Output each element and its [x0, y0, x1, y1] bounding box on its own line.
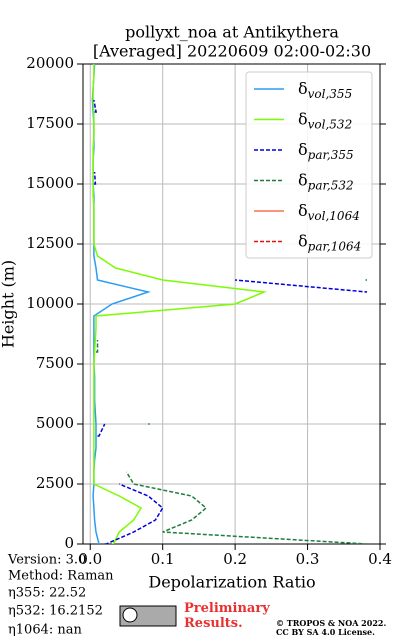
plot-frame	[82, 63, 381, 545]
chart-subtitle: [Averaged] 20220609 02:00-02:30	[93, 42, 371, 61]
legend-subscript: vol,355	[308, 87, 353, 101]
legend-label: δvol,1064	[298, 201, 360, 223]
y-tick-label: 0	[64, 534, 74, 552]
y-tick-label: 7500	[36, 354, 74, 372]
series-line	[92, 64, 268, 544]
x-tick-label: 0.2	[223, 550, 247, 568]
preliminary-text: Preliminary Results.	[184, 601, 270, 631]
legend-symbol: δ	[298, 170, 308, 189]
x-tick-label: 0.3	[296, 550, 320, 568]
legend-symbol: δ	[298, 109, 308, 128]
legend-subscript: par,1064	[308, 239, 362, 253]
legend-subscript: par,532	[308, 178, 354, 192]
legend-symbol: δ	[298, 140, 308, 159]
x-tick-label: 0.0	[78, 550, 102, 568]
y-tick-label: 10000	[26, 294, 74, 312]
y-tick-label: 12500	[26, 234, 74, 252]
legend-subscript: vol,1064	[308, 209, 360, 223]
footer-copyright: © TROPOS & NOA 2022.	[276, 618, 386, 628]
footer-eta532: η532: 16.2152	[8, 604, 103, 619]
x-tick-label: 0.1	[151, 550, 175, 568]
y-tick-label: 2500	[36, 474, 74, 492]
preliminary-box: Preliminary Results.	[184, 601, 270, 631]
footer-method: Method: Raman	[8, 569, 114, 584]
legend-subscript: par,355	[308, 148, 354, 162]
cc-logo-circle	[122, 607, 138, 623]
y-tick-label: 5000	[36, 414, 74, 432]
x-axis-label: Depolarization Ratio	[148, 573, 315, 592]
y-axis-label: Height (m)	[0, 260, 18, 348]
chart-title: pollyxt_noa at Antikythera	[125, 23, 339, 42]
footer-license: CC BY SA 4.0 License.	[276, 627, 375, 637]
footer-version: Version: 3.0	[7, 553, 86, 568]
legend-symbol: δ	[298, 231, 308, 250]
y-tick-label: 15000	[26, 174, 74, 192]
legend-symbol: δ	[298, 201, 308, 220]
y-tick-label: 20000	[26, 54, 74, 72]
legend-subscript: vol,532	[308, 117, 353, 131]
series-line	[93, 99, 368, 544]
series-line	[96, 279, 368, 544]
legend-label: δvol,355	[298, 79, 352, 101]
legend-label: δvol,532	[298, 109, 352, 131]
legend-label: δpar,355	[298, 140, 354, 162]
legend-label: δpar,1064	[298, 231, 361, 253]
x-tick-label: 0.4	[368, 550, 392, 568]
y-tick-label: 17500	[26, 114, 74, 132]
footer-eta1064: η1064: nan	[8, 623, 83, 638]
legend-label: δpar,532	[298, 170, 354, 192]
legend-symbol: δ	[298, 79, 308, 98]
footer-eta355: η355: 22.52	[8, 586, 86, 601]
